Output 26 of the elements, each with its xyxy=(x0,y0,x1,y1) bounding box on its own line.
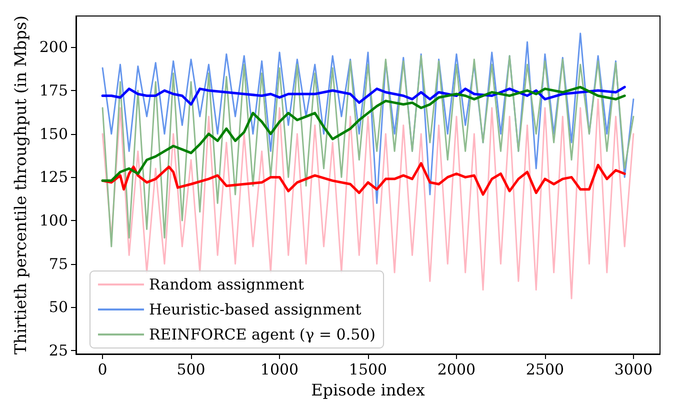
y-tick-label: 175 xyxy=(39,82,68,100)
y-tick-label: 150 xyxy=(39,124,68,143)
line-series xyxy=(101,86,626,106)
legend-label: Random assignment xyxy=(149,276,304,294)
x-tick-label: 2000 xyxy=(437,360,476,378)
line-series xyxy=(102,98,634,300)
y-tick-label: 200 xyxy=(39,38,68,56)
y-tick-label: 100 xyxy=(39,212,68,230)
x-tick-label: 500 xyxy=(176,360,206,378)
y-tick-label: 50 xyxy=(48,298,68,316)
line-series xyxy=(102,55,634,248)
x-axis-title: Episode index xyxy=(311,380,425,400)
x-tick-label: 2500 xyxy=(526,360,564,378)
line-series xyxy=(101,86,626,182)
y-tick-label: 25 xyxy=(48,342,68,360)
line-series xyxy=(102,32,634,204)
x-tick-label: 1500 xyxy=(348,360,388,378)
legend-label: REINFORCE agent (γ = 0.50) xyxy=(149,326,376,344)
y-tick-label: 75 xyxy=(48,254,68,273)
y-axis-title: Thirtieth percentile throughput (in Mbps) xyxy=(10,16,30,354)
x-tick-label: 0 xyxy=(98,360,108,378)
line-series xyxy=(101,162,626,196)
y-tick-label: 125 xyxy=(39,168,68,186)
legend-label: Heuristic-based assignment xyxy=(149,300,362,318)
x-tick-label: 3000 xyxy=(614,360,653,378)
x-tick-label: 1000 xyxy=(260,360,299,378)
